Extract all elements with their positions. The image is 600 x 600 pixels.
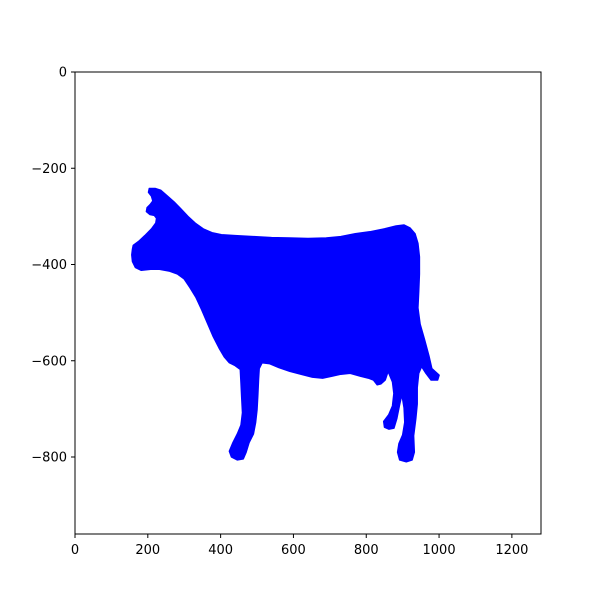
y-tick-label: 0 <box>59 66 67 81</box>
x-tick-label: 400 <box>208 543 233 558</box>
x-tick-label: 200 <box>135 543 160 558</box>
y-tick-label: −600 <box>31 354 67 369</box>
x-tick-label: 1000 <box>423 543 456 558</box>
y-tick-label: −800 <box>31 451 67 466</box>
x-tick-label: 800 <box>354 543 379 558</box>
plot-area <box>131 187 440 463</box>
x-axis: 0 200 400 600 800 1000 1200 <box>71 534 528 558</box>
series-shape <box>131 187 440 463</box>
y-tick-label: −400 <box>31 258 67 273</box>
x-tick-label: 1200 <box>495 543 528 558</box>
x-tick-label: 0 <box>71 543 79 558</box>
y-axis: 0 −200 −400 −600 −800 <box>31 66 75 466</box>
x-tick-label: 600 <box>281 543 306 558</box>
y-tick-label: −200 <box>31 162 67 177</box>
axes-frame <box>74 71 542 535</box>
